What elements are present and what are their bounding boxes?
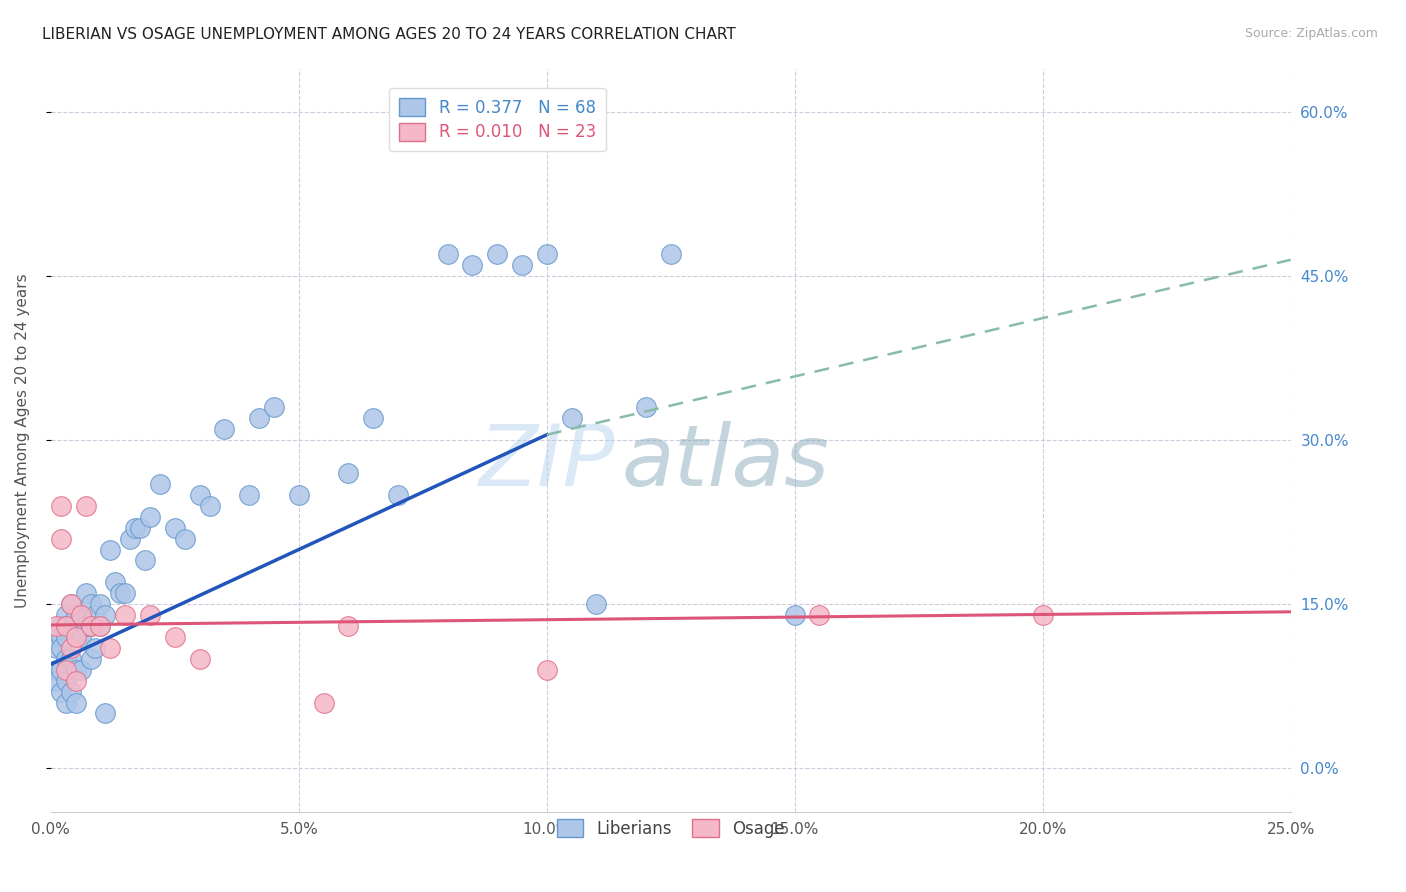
Point xyxy=(84,640,107,655)
Point xyxy=(45,640,67,655)
Point xyxy=(337,619,360,633)
Point xyxy=(486,247,509,261)
Point xyxy=(89,619,111,633)
Point xyxy=(75,499,97,513)
Point xyxy=(387,488,409,502)
Point xyxy=(79,619,101,633)
Point xyxy=(69,608,91,623)
Point xyxy=(247,411,270,425)
Point xyxy=(1032,608,1054,623)
Point xyxy=(69,608,91,623)
Point xyxy=(560,411,582,425)
Point xyxy=(149,477,172,491)
Point xyxy=(45,673,67,688)
Point xyxy=(65,673,87,688)
Point xyxy=(89,597,111,611)
Point xyxy=(163,521,186,535)
Point xyxy=(45,619,67,633)
Point xyxy=(69,663,91,677)
Point xyxy=(59,619,82,633)
Point xyxy=(65,608,87,623)
Point xyxy=(124,521,146,535)
Point xyxy=(55,652,77,666)
Point xyxy=(361,411,384,425)
Point xyxy=(65,663,87,677)
Point xyxy=(634,401,657,415)
Point xyxy=(59,684,82,698)
Point xyxy=(79,597,101,611)
Point xyxy=(55,619,77,633)
Point xyxy=(238,488,260,502)
Point xyxy=(188,652,211,666)
Legend: Liberians, Osage: Liberians, Osage xyxy=(550,813,792,845)
Text: atlas: atlas xyxy=(621,421,830,504)
Point xyxy=(783,608,806,623)
Point xyxy=(49,619,72,633)
Point xyxy=(55,696,77,710)
Point xyxy=(55,673,77,688)
Point xyxy=(188,488,211,502)
Point xyxy=(536,663,558,677)
Point xyxy=(49,684,72,698)
Point xyxy=(114,586,136,600)
Point xyxy=(69,630,91,644)
Point xyxy=(163,630,186,644)
Point xyxy=(129,521,152,535)
Point xyxy=(59,640,82,655)
Point xyxy=(45,663,67,677)
Point xyxy=(49,663,72,677)
Point xyxy=(139,608,162,623)
Point xyxy=(55,608,77,623)
Point xyxy=(59,597,82,611)
Point xyxy=(104,575,127,590)
Point xyxy=(337,466,360,480)
Point xyxy=(214,422,236,436)
Point xyxy=(75,619,97,633)
Point xyxy=(55,630,77,644)
Point xyxy=(312,696,335,710)
Point xyxy=(65,630,87,644)
Text: ZIP: ZIP xyxy=(478,421,614,504)
Point xyxy=(139,509,162,524)
Point xyxy=(55,619,77,633)
Point xyxy=(436,247,458,261)
Point xyxy=(84,608,107,623)
Point xyxy=(75,586,97,600)
Point xyxy=(89,619,111,633)
Point xyxy=(94,608,117,623)
Point xyxy=(79,652,101,666)
Y-axis label: Unemployment Among Ages 20 to 24 years: Unemployment Among Ages 20 to 24 years xyxy=(15,273,30,607)
Point xyxy=(120,532,142,546)
Point xyxy=(808,608,831,623)
Point xyxy=(65,696,87,710)
Point xyxy=(659,247,682,261)
Point xyxy=(79,619,101,633)
Point xyxy=(59,652,82,666)
Point xyxy=(585,597,607,611)
Point xyxy=(134,553,156,567)
Point xyxy=(98,542,121,557)
Point xyxy=(49,499,72,513)
Point xyxy=(173,532,195,546)
Point xyxy=(114,608,136,623)
Point xyxy=(49,640,72,655)
Point xyxy=(110,586,132,600)
Text: LIBERIAN VS OSAGE UNEMPLOYMENT AMONG AGES 20 TO 24 YEARS CORRELATION CHART: LIBERIAN VS OSAGE UNEMPLOYMENT AMONG AGE… xyxy=(42,27,735,42)
Point xyxy=(49,630,72,644)
Point xyxy=(59,597,82,611)
Point xyxy=(536,247,558,261)
Point xyxy=(510,258,533,272)
Point xyxy=(55,663,77,677)
Point xyxy=(288,488,311,502)
Point xyxy=(94,706,117,721)
Point xyxy=(461,258,484,272)
Point xyxy=(263,401,285,415)
Point xyxy=(98,640,121,655)
Text: Source: ZipAtlas.com: Source: ZipAtlas.com xyxy=(1244,27,1378,40)
Point xyxy=(65,630,87,644)
Point xyxy=(49,532,72,546)
Point xyxy=(198,499,221,513)
